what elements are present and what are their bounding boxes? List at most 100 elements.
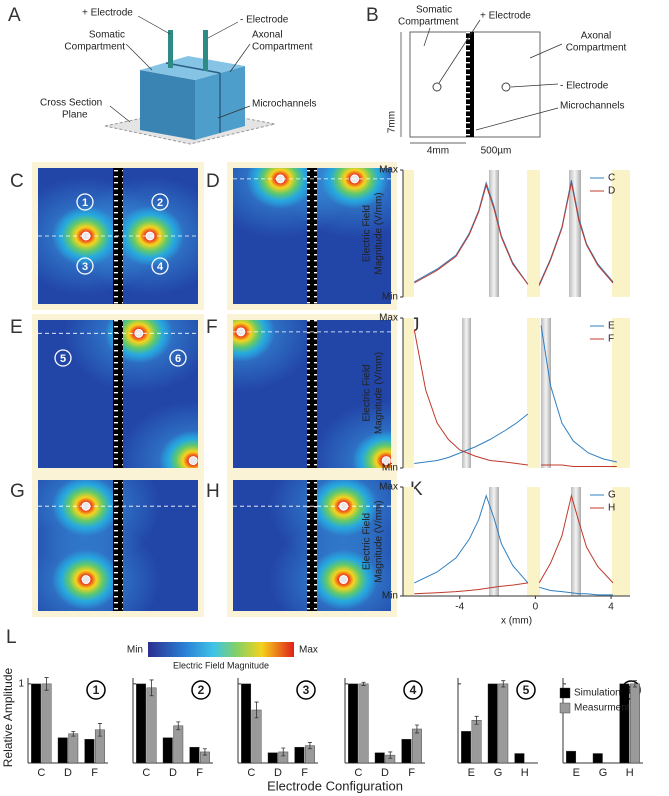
bar [401,739,412,764]
colorbar-min: Min [127,645,143,656]
x-tick-label: H [521,767,529,779]
leader [438,19,481,84]
electrode [501,82,511,92]
label: Microchannels [560,101,624,112]
error-bar [501,680,506,688]
x-tick-label: E [468,767,475,779]
label: Axonal [581,31,612,42]
bar [189,746,200,764]
label: + Electrode [82,8,133,19]
electrode [339,575,349,585]
box-front [140,70,195,140]
group-label: 4 [410,683,417,697]
panel-label: C [10,171,24,192]
panel-label: H [206,481,220,502]
panel-label: E [10,317,23,338]
leader [229,43,251,73]
label: Cross Section [40,98,102,109]
heatmap-field [233,480,391,611]
y-tick-label: Min [382,591,398,602]
electrode [188,456,198,466]
panel-label: L [6,627,17,648]
region-circle [76,257,94,275]
bar [68,733,79,764]
y-axis-label: Magnitude (V/mm) [374,192,385,274]
microchannels [307,320,317,468]
field-hotspot [352,430,391,468]
error-bar [307,742,312,750]
label: Compartment [566,43,627,54]
bar [173,725,184,764]
bar [374,752,385,764]
wall-band [612,487,630,596]
bar [514,753,525,764]
y-axis-label: Electric Field [362,513,373,570]
legend-label: Measurment [574,703,630,714]
bar [629,683,640,764]
wall-band [527,318,540,468]
x-tick-label: E [573,767,580,779]
label: Somatic [416,5,452,16]
y-tick-label: Max [379,165,398,176]
label: Microchannels [252,99,316,110]
bar [294,746,305,764]
colorbar-max: Max [299,645,318,656]
bar [411,728,422,764]
field-hotspot [320,168,389,209]
region-label: 2 [157,197,163,209]
leader [109,105,131,123]
legend-label: C [608,173,615,184]
x-tick-label: F [408,767,415,779]
y-tick-label: 1 [18,679,24,690]
bar [41,683,52,764]
error-bar [149,679,154,697]
x-tick-label: H [626,767,634,779]
label: - Electrode [240,15,289,26]
error-bar [281,747,286,757]
region-circle [169,349,187,367]
error-bar [254,701,259,719]
label: - Electrode [560,81,609,92]
bar [31,683,42,764]
group-circle [296,680,316,700]
panel-label: F [206,317,218,338]
heatmap-field [233,168,391,304]
electrode [81,575,91,585]
x-axis-label: Electrode Configuration [267,778,403,793]
series-line [414,180,614,285]
label: Plane [62,110,88,121]
bar [566,750,577,764]
panel-label: A [8,5,21,26]
group-label: 3 [303,683,310,697]
leader [137,15,171,35]
leader [475,107,559,131]
legend-swatch [559,702,571,714]
wall-band [612,318,630,468]
legend-label: D [608,186,615,197]
x-tick-label: C [37,767,45,779]
electrode-band [569,170,581,297]
region-label: 5 [60,353,66,365]
x-tick-label: 0 [533,602,539,613]
group-circle [86,680,106,700]
legend-label: E [608,321,615,332]
legend-label: H [608,503,615,514]
x-tick-label: 4 [608,602,614,613]
label: Axonal [252,30,283,41]
electrode [381,456,391,466]
electrode-band [541,318,551,468]
bar [619,683,630,764]
wall-band [612,170,630,297]
error-bar [97,723,102,737]
region-circle [54,349,72,367]
y-axis-label: Magnitude (V/mm) [374,500,385,582]
heatmap [227,474,397,617]
region-circle [151,257,169,275]
heatmap-field [233,320,391,468]
label: Compartment [252,42,313,53]
leader [207,21,239,39]
x-axis-label: x (mm) [501,616,532,627]
label: 7mm [387,111,398,133]
x-tick-label: D [381,767,389,779]
bar [241,683,252,764]
